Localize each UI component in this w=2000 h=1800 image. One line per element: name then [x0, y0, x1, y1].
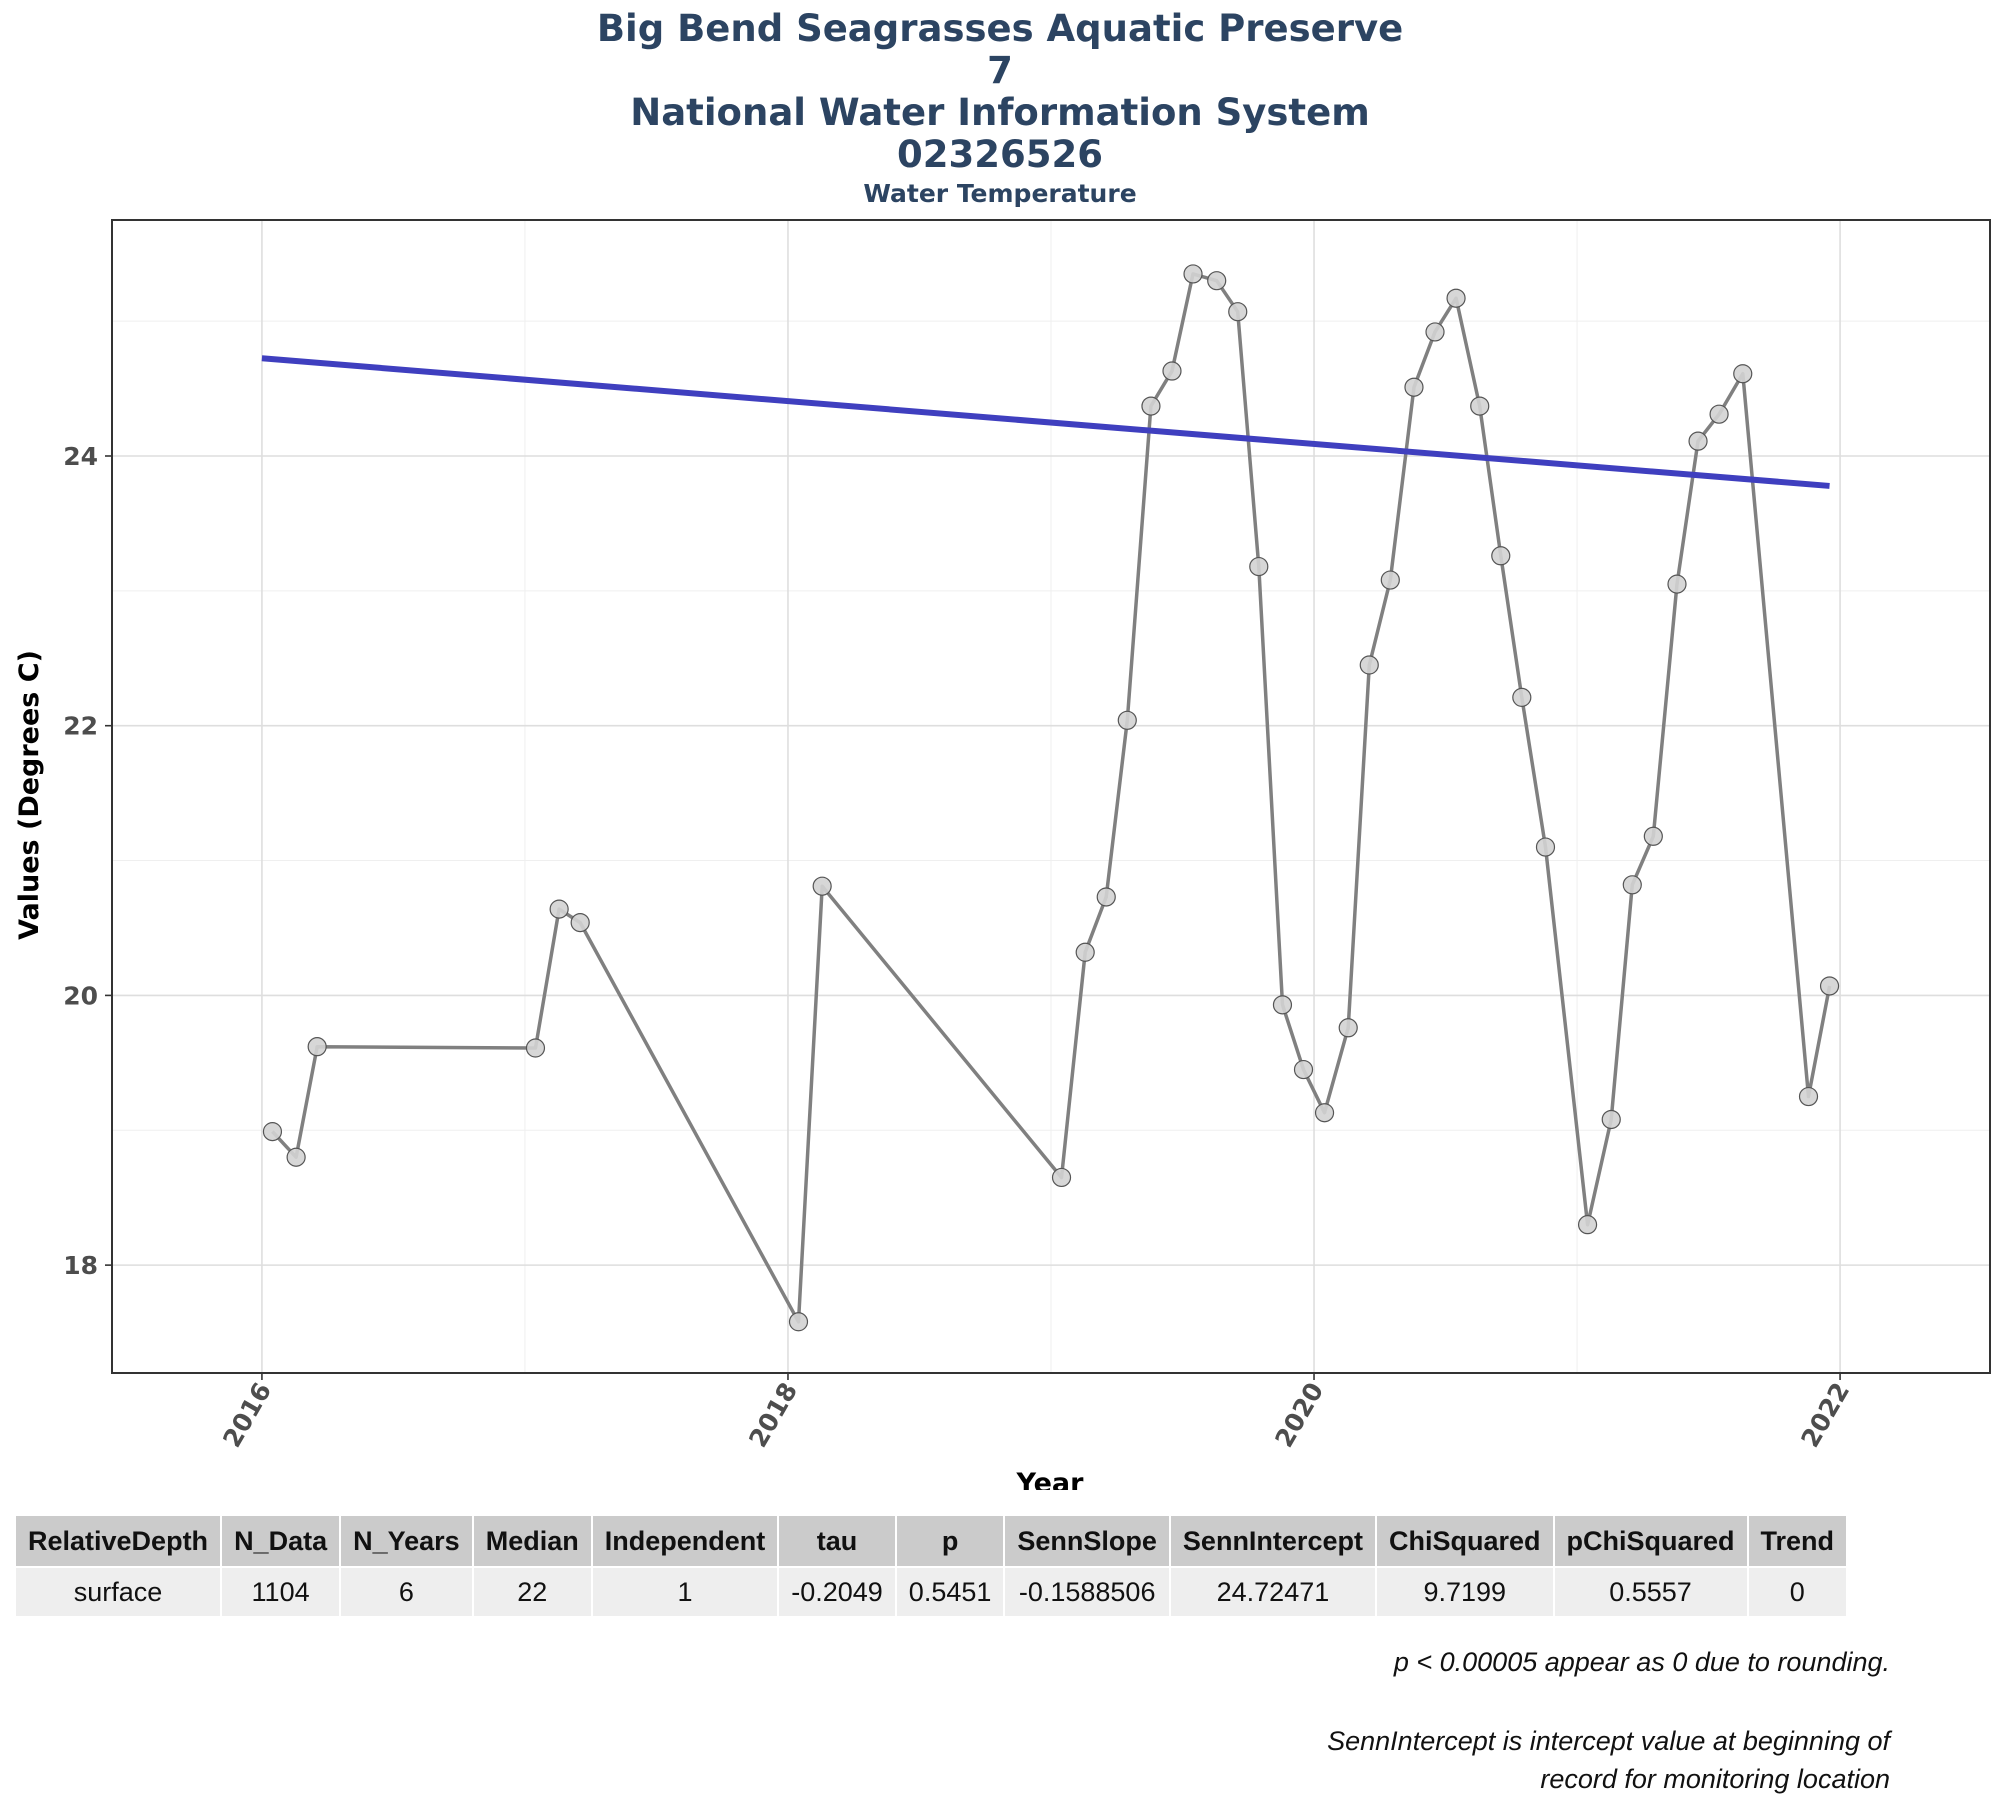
- data-point: [1051, 1167, 1072, 1188]
- data-point: [1272, 995, 1293, 1015]
- stats-header-relativedepth: RelativeDepth: [16, 1516, 221, 1566]
- data-point: [549, 899, 569, 919]
- chart-title-line-3: National Water Information System: [630, 91, 1370, 134]
- data-point: [1249, 556, 1269, 577]
- data-point: [1359, 655, 1379, 675]
- data-point: [1577, 1215, 1598, 1235]
- y-tick-label: 20: [63, 981, 98, 1010]
- stats-header-trend: Trend: [1748, 1516, 1847, 1566]
- stats-cell-trend: 0: [1748, 1568, 1847, 1616]
- y-tick-label: 24: [63, 442, 98, 471]
- data-point: [1162, 361, 1182, 381]
- stats-header-n_data: N_Data: [222, 1516, 340, 1566]
- stats-cell-sennintercept: 24.72471: [1170, 1568, 1375, 1616]
- stats-cell-chisquared: 9.7199: [1376, 1568, 1553, 1616]
- chart-subtitle: Water Temperature: [863, 179, 1137, 208]
- data-point: [1096, 887, 1116, 907]
- data-point: [1667, 574, 1687, 594]
- data-point: [1535, 837, 1556, 857]
- data-point: [1643, 826, 1663, 846]
- stats-cell-independent: 1: [592, 1568, 778, 1616]
- stats-cell-pchisquared: 0.5557: [1554, 1568, 1747, 1616]
- data-point: [1470, 396, 1490, 416]
- chart-title-line-4: 02326526: [897, 133, 1103, 176]
- data-point: [1491, 546, 1511, 566]
- stats-cell-relativedepth: surface: [16, 1568, 221, 1616]
- chart-title-block: Big Bend Seagrasses Aquatic Preserve 7 N…: [0, 8, 2000, 212]
- stats-header-sennintercept: SennIntercept: [1170, 1516, 1375, 1566]
- data-point: [1601, 1109, 1621, 1130]
- stats-table: RelativeDepth N_Data N_Years Median Independ…: [14, 1514, 1848, 1618]
- data-point: [1819, 976, 1840, 996]
- chart-title-line-1: Big Bend Seagrasses Aquatic Preserve: [596, 7, 1404, 50]
- stats-header-pchisquared: pChiSquared: [1554, 1516, 1747, 1566]
- data-point: [1446, 288, 1466, 308]
- data-point: [525, 1038, 546, 1058]
- data-point: [1512, 687, 1532, 707]
- data-point: [1141, 396, 1161, 416]
- data-point: [1380, 570, 1400, 590]
- x-tick-label: 2022: [1795, 1378, 1855, 1453]
- stats-header-n_years: N_Years: [341, 1516, 472, 1566]
- rounding-note: p < 0.00005 appear as 0 due to rounding.: [1393, 1647, 1890, 1677]
- grid-lines: [112, 220, 1990, 1373]
- stats-header-row: RelativeDepth N_Data N_Years Median Independ…: [16, 1516, 1847, 1566]
- data-point: [1709, 404, 1729, 424]
- intercept-note-line-2: record for monitoring location: [1540, 1764, 1890, 1794]
- data-point: [1183, 264, 1203, 284]
- data-point: [1338, 1018, 1358, 1038]
- stats-cell-p: 0.5451: [896, 1568, 1004, 1616]
- stats-data-row: surface 1104 6 22 1 -0.2049 0.5451 -0.1588506 24…: [16, 1568, 1847, 1616]
- y-tick-label: 18: [63, 1251, 98, 1280]
- stats-header-median: Median: [473, 1516, 591, 1566]
- x-tick-label: 2018: [743, 1378, 803, 1453]
- stats-cell-n_years: 6: [341, 1568, 472, 1616]
- data-point: [1425, 322, 1445, 342]
- chart-title-line-2: 7: [987, 49, 1013, 92]
- data-point: [286, 1147, 306, 1167]
- data-point: [262, 1122, 283, 1142]
- data-point: [1293, 1059, 1314, 1080]
- y-axis-label: Values (Degrees C): [14, 650, 45, 940]
- trend-line: [261, 355, 1830, 489]
- data-point: [307, 1037, 327, 1057]
- data-point: [1733, 364, 1753, 384]
- intercept-note-line-1: SennIntercept is intercept value at begi…: [1327, 1726, 1890, 1756]
- data-point: [1404, 377, 1424, 397]
- data-point: [570, 912, 590, 933]
- stats-cell-sennslope: -0.1588506: [1005, 1568, 1169, 1616]
- data-point: [1117, 710, 1137, 730]
- x-tick-label: 2020: [1269, 1378, 1329, 1453]
- stats-cell-median: 22: [473, 1568, 591, 1616]
- data-point: [1207, 271, 1227, 291]
- data-point: [812, 876, 832, 896]
- data-point: [788, 1312, 809, 1332]
- stats-header-chisquared: ChiSquared: [1376, 1516, 1553, 1566]
- data-point: [1622, 875, 1642, 895]
- points-layer: [262, 264, 1840, 1332]
- x-tick-label: 2016: [217, 1378, 277, 1453]
- stats-header-sennslope: SennSlope: [1005, 1516, 1169, 1566]
- y-tick-label: 22: [63, 712, 98, 741]
- x-axis-label: Year: [1016, 1468, 1085, 1490]
- data-point: [1314, 1103, 1335, 1123]
- stats-header-independent: Independent: [592, 1516, 778, 1566]
- stats-header-tau: tau: [779, 1516, 895, 1566]
- stats-cell-n_data: 1104: [222, 1568, 340, 1616]
- data-point: [1075, 942, 1095, 962]
- data-point: [1228, 302, 1248, 322]
- plot-panel-border: [111, 219, 1991, 1374]
- trend-layer: [261, 355, 1830, 489]
- data-point: [1688, 431, 1708, 451]
- data-point: [1798, 1086, 1819, 1107]
- stats-cell-tau: -0.2049: [779, 1568, 895, 1616]
- stats-header-p: p: [896, 1516, 1004, 1566]
